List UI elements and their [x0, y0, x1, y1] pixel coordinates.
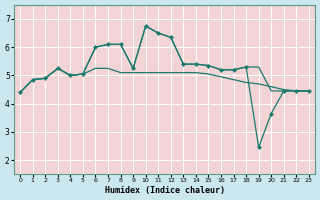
- X-axis label: Humidex (Indice chaleur): Humidex (Indice chaleur): [105, 186, 225, 195]
